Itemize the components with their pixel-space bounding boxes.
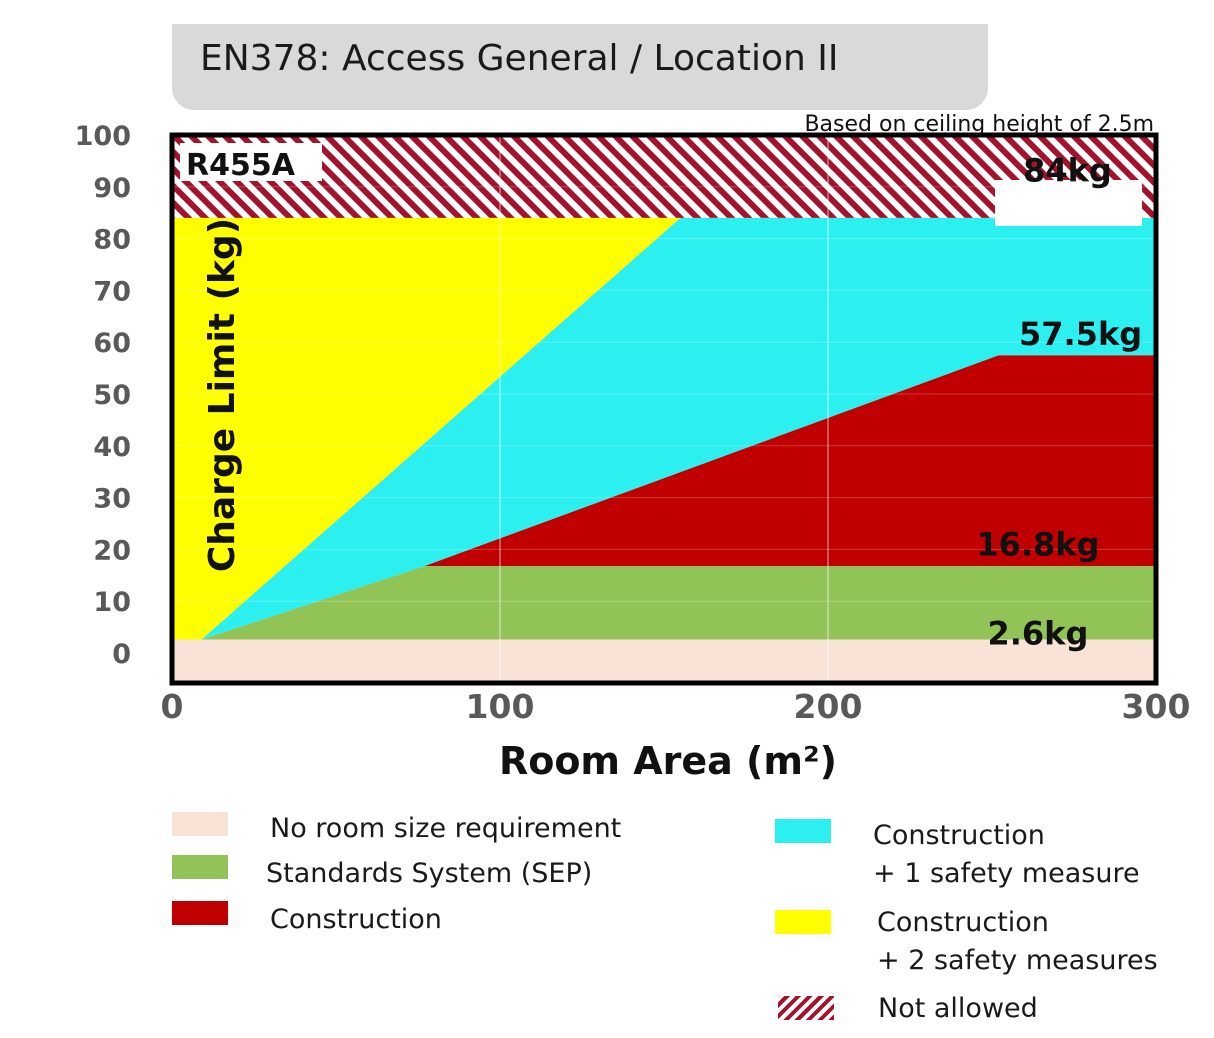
- x-tick-label-100: 100: [466, 687, 535, 726]
- legend-swatch-construction-1-safety-measure: [775, 819, 831, 843]
- x-tick-label-0: 0: [161, 687, 184, 726]
- legend-label-construction: Construction: [270, 904, 442, 935]
- plot-frame: [169, 132, 1159, 686]
- y-tick-label-80: 80: [93, 225, 131, 256]
- legend-swatch-construction: [172, 901, 228, 925]
- refrigerant-label: R455A: [186, 148, 296, 183]
- annotation-16-8kg: 16.8kg: [976, 526, 1099, 564]
- y-tick-label-40: 40: [93, 432, 131, 463]
- region-standards-system-sep: [201, 566, 1156, 640]
- legend-label-standards-system-sep: Standards System (SEP): [266, 858, 593, 889]
- region-construction-2-safety-measures: [172, 217, 681, 640]
- x-tick-label-300: 300: [1122, 687, 1191, 726]
- x-tick-label-200: 200: [794, 687, 863, 726]
- y-tick-label-90: 90: [93, 173, 131, 204]
- chart-title: EN378: Access General / Location II: [200, 38, 839, 79]
- region-not-allowed: [172, 135, 1156, 218]
- y-tick-label-0: 0: [112, 639, 131, 670]
- region-construction: [424, 355, 1157, 566]
- legend-label-not-allowed: Not allowed: [878, 993, 1038, 1024]
- y-tick-label-70: 70: [93, 276, 131, 307]
- y-tick-label-30: 30: [93, 484, 131, 515]
- legend-swatch-not-allowed: [778, 996, 834, 1020]
- refrigerant-label-box: [180, 143, 322, 181]
- y-tick-label-60: 60: [93, 328, 131, 359]
- legend-label-no-room-size-requirement: No room size requirement: [270, 813, 622, 844]
- legend-label-construction-2-safety-measures: Construction + 2 safety measures: [877, 907, 1158, 976]
- chart-title-box: EN378: Access General / Location II: [172, 24, 988, 110]
- y-axis-title: Charge Limit (kg): [202, 218, 243, 572]
- legend-swatch-standards-system-sep: [172, 855, 228, 879]
- y-tick-label-10: 10: [93, 587, 131, 618]
- legend-swatch-no-room-size-requirement: [172, 812, 228, 836]
- chart-subtitle: Based on ceiling height of 2.5m: [804, 112, 1154, 137]
- x-axis-title: Room Area (m²): [499, 739, 837, 783]
- legend-swatch-construction-2-safety-measures: [775, 910, 831, 934]
- legend-label-construction-1-safety-measure: Construction + 1 safety measure: [873, 820, 1140, 889]
- region-construction-1-safety-measure: [201, 217, 1156, 640]
- annotation-84kg: 84kg: [1023, 152, 1112, 190]
- max-charge-label-box: [995, 180, 1142, 226]
- y-tick-label-100: 100: [75, 121, 131, 152]
- y-tick-label-20: 20: [93, 535, 131, 566]
- region-no-room-size-requirement: [172, 639, 1156, 683]
- y-tick-label-50: 50: [93, 380, 131, 411]
- annotation-2-6kg: 2.6kg: [987, 615, 1088, 653]
- annotation-57-5kg: 57.5kg: [1019, 315, 1142, 353]
